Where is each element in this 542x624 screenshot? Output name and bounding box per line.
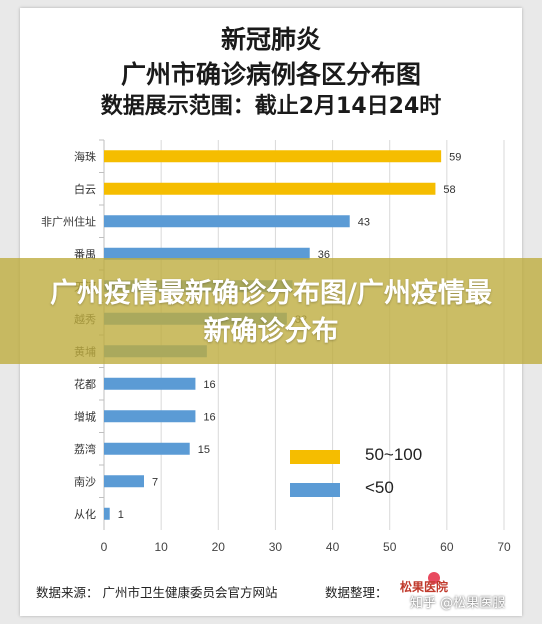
value-label: 7 [152,476,158,488]
bar [104,215,350,228]
value-label: 59 [449,151,461,163]
x-tick-label: 20 [212,540,226,554]
category-label: 非广州住址 [41,214,96,228]
value-label: 58 [443,184,455,196]
chart-subtitle: 广州市确诊病例各区分布图 [120,60,421,89]
legend-swatch-low [290,483,340,497]
bar [104,507,110,520]
brand-logo-icon [428,572,440,584]
x-tick-label: 40 [326,540,340,554]
x-tick-label: 50 [383,540,397,554]
category-label: 南沙 [74,475,96,488]
category-label: 花都 [74,378,96,391]
legend-swatch-high [290,450,340,464]
bar [104,182,436,195]
bar [104,247,310,260]
banner-text: 广州疫情最新确诊分布图/广州疫情最新确诊分布 [50,278,492,347]
category-label: 增城 [74,409,96,423]
value-label: 1 [118,509,124,521]
bar [104,377,196,390]
value-label: 15 [198,444,210,456]
legend-label-high: 50~100 [365,445,423,464]
value-label: 16 [203,379,215,391]
value-label: 16 [203,411,215,423]
category-label: 荔湾 [74,442,96,456]
category-label: 番禺 [74,248,96,261]
x-tick-label: 10 [154,540,168,554]
x-tick-label: 30 [269,540,283,554]
bar [104,150,442,163]
value-label: 43 [358,216,370,228]
footer-source: 数据来源： 广州市卫生健康委员会官方网站 [36,585,278,600]
category-label: 白云 [74,182,96,196]
brand-logo-text: 松果医院 [400,580,449,594]
chart-data-range: 数据展示范围：截止2月14日24时 [100,94,442,119]
category-label: 海珠 [74,149,96,163]
legend-label-low: <50 [365,478,394,497]
title-banner: 广州疫情最新确诊分布图/广州疫情最新确诊分布 [0,258,542,364]
footer-compiler: 数据整理： [325,585,388,600]
x-tick-label: 0 [101,540,108,554]
chart-title: 新冠肺炎 [220,25,321,54]
bar [104,442,190,455]
x-tick-label: 70 [497,540,511,554]
value-label: 36 [318,249,330,261]
category-label: 从化 [74,507,96,521]
bar [104,475,144,488]
bar [104,410,196,423]
x-tick-label: 60 [440,540,454,554]
watermark: 知乎 @松果医服 [410,596,506,611]
